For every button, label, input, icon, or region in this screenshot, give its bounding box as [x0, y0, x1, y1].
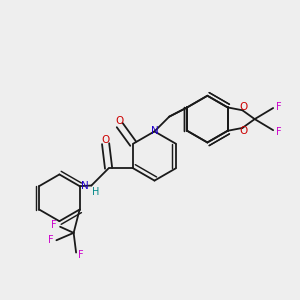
Text: F: F — [52, 220, 57, 230]
Text: O: O — [101, 135, 110, 145]
Text: N: N — [151, 126, 158, 136]
Text: O: O — [116, 116, 124, 127]
Text: N: N — [81, 181, 88, 190]
Text: F: F — [275, 101, 281, 112]
Text: H: H — [92, 187, 100, 197]
Text: F: F — [48, 235, 53, 245]
Text: O: O — [240, 126, 248, 136]
Text: F: F — [78, 250, 83, 260]
Text: O: O — [240, 102, 248, 112]
Text: F: F — [275, 127, 281, 137]
